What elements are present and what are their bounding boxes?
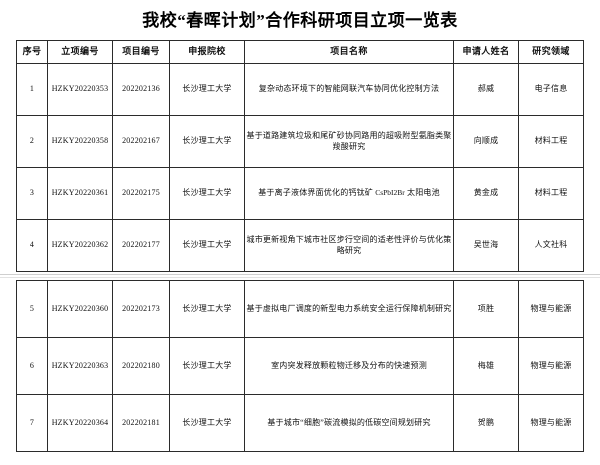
cell-index: 6 xyxy=(16,337,48,395)
cell-project-name: 室内突发释放颗粒物迁移及分布的快速预测 xyxy=(244,337,454,395)
cell-item-no: 202202180 xyxy=(112,337,170,395)
cell-project-name: 基于道路建筑垃圾和尾矿砂协同路用的超吸附型氨脂类聚羧酸研究 xyxy=(244,115,454,168)
page-break-separator xyxy=(0,272,600,280)
cell-project-name: 基于虚拟电厂调度的新型电力系统安全运行保障机制研究 xyxy=(244,280,454,338)
cell-index: 1 xyxy=(16,63,48,116)
cell-organization: 长沙理工大学 xyxy=(169,63,245,116)
chemical-formula: CsPbI2Br xyxy=(375,188,405,198)
cell-index: 3 xyxy=(16,167,48,220)
column-header-research-field: 研究领域 xyxy=(518,40,584,64)
table-row: 4 HZKY20220362 202202177 长沙理工大学 城市更新视角下城… xyxy=(16,219,584,272)
cell-index: 5 xyxy=(16,280,48,338)
cell-organization: 长沙理工大学 xyxy=(169,394,245,452)
cell-project-no: HZKY20220361 xyxy=(47,167,113,220)
table-header: 序号 立项编号 项目编号 申报院校 项目名称 申请人姓名 研究领域 xyxy=(16,40,584,64)
table-body-part-1: 1 HZKY20220353 202202136 长沙理工大学 复杂动态环境下的… xyxy=(16,63,584,272)
cell-organization: 长沙理工大学 xyxy=(169,280,245,338)
cell-project-name: 基于离子液体界面优化的钙钛矿 CsPbI2Br 太阳电池 xyxy=(244,167,454,220)
table-header-row: 序号 立项编号 项目编号 申报院校 项目名称 申请人姓名 研究领域 xyxy=(16,40,584,64)
cell-research-field: 电子信息 xyxy=(518,63,584,116)
cell-research-field: 材料工程 xyxy=(518,167,584,220)
table-row: 6 HZKY20220363 202202180 长沙理工大学 室内突发释放颗粒… xyxy=(16,337,584,395)
cell-organization: 长沙理工大学 xyxy=(169,167,245,220)
cell-applicant: 吴世海 xyxy=(453,219,519,272)
cell-item-no: 202202173 xyxy=(112,280,170,338)
table-row: 1 HZKY20220353 202202136 长沙理工大学 复杂动态环境下的… xyxy=(16,63,584,116)
project-table-part-1: 序号 立项编号 项目编号 申报院校 项目名称 申请人姓名 研究领域 1 HZKY… xyxy=(16,40,584,272)
cell-index: 7 xyxy=(16,394,48,452)
cell-project-name: 城市更新视角下城市社区步行空间的适老性评价与优化策略研究 xyxy=(244,219,454,272)
cell-research-field: 物理与能源 xyxy=(518,280,584,338)
cell-research-field: 人文社科 xyxy=(518,219,584,272)
cell-applicant: 项胜 xyxy=(453,280,519,338)
project-table-part-2: 5 HZKY20220360 202202173 长沙理工大学 基于虚拟电厂调度… xyxy=(16,280,584,452)
column-header-applicant: 申请人姓名 xyxy=(453,40,519,64)
cell-index: 2 xyxy=(16,115,48,168)
cell-item-no: 202202177 xyxy=(112,219,170,272)
cell-applicant: 梅雄 xyxy=(453,337,519,395)
column-header-index: 序号 xyxy=(16,40,48,64)
cell-project-no: HZKY20220360 xyxy=(47,280,113,338)
cell-research-field: 物理与能源 xyxy=(518,394,584,452)
column-header-item-no: 项目编号 xyxy=(112,40,170,64)
cell-project-no: HZKY20220363 xyxy=(47,337,113,395)
cell-project-no: HZKY20220364 xyxy=(47,394,113,452)
cell-index: 4 xyxy=(16,219,48,272)
cell-project-name: 复杂动态环境下的智能网联汽车协同优化控制方法 xyxy=(244,63,454,116)
cell-organization: 长沙理工大学 xyxy=(169,219,245,272)
column-header-project-name: 项目名称 xyxy=(244,40,454,64)
cell-project-no: HZKY20220358 xyxy=(47,115,113,168)
cell-project-name: 基于城市“细胞”碳流模拟的低碳空间规划研究 xyxy=(244,394,454,452)
table-body-part-2: 5 HZKY20220360 202202173 长沙理工大学 基于虚拟电厂调度… xyxy=(16,280,584,452)
cell-applicant: 贺鹏 xyxy=(453,394,519,452)
cell-applicant: 向顺成 xyxy=(453,115,519,168)
cell-organization: 长沙理工大学 xyxy=(169,337,245,395)
column-header-organization: 申报院校 xyxy=(169,40,245,64)
page-title: 我校“春晖计划”合作科研项目立项一览表 xyxy=(142,11,458,30)
cell-organization: 长沙理工大学 xyxy=(169,115,245,168)
cell-project-no: HZKY20220353 xyxy=(47,63,113,116)
cell-research-field: 物理与能源 xyxy=(518,337,584,395)
table-row: 2 HZKY20220358 202202167 长沙理工大学 基于道路建筑垃圾… xyxy=(16,115,584,168)
table-row: 5 HZKY20220360 202202173 长沙理工大学 基于虚拟电厂调度… xyxy=(16,280,584,338)
cell-item-no: 202202175 xyxy=(112,167,170,220)
project-name-prefix: 基于离子液体界面优化的钙钛矿 xyxy=(258,188,376,198)
cell-item-no: 202202136 xyxy=(112,63,170,116)
cell-applicant: 郝威 xyxy=(453,63,519,116)
cell-applicant: 黄金成 xyxy=(453,167,519,220)
document-page: 我校“春晖计划”合作科研项目立项一览表 序号 立项编号 项目编号 申报院校 项目… xyxy=(0,6,600,465)
cell-item-no: 202202167 xyxy=(112,115,170,168)
table-row: 3 HZKY20220361 202202175 长沙理工大学 基于离子液体界面… xyxy=(16,167,584,220)
cell-project-no: HZKY20220362 xyxy=(47,219,113,272)
project-name-suffix: 太阳电池 xyxy=(404,188,440,198)
cell-item-no: 202202181 xyxy=(112,394,170,452)
column-header-project-no: 立项编号 xyxy=(47,40,113,64)
table-row: 7 HZKY20220364 202202181 长沙理工大学 基于城市“细胞”… xyxy=(16,394,584,452)
cell-research-field: 材料工程 xyxy=(518,115,584,168)
